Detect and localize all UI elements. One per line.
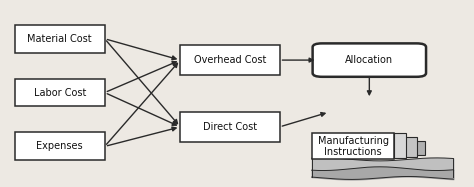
FancyBboxPatch shape xyxy=(180,45,280,75)
FancyBboxPatch shape xyxy=(394,133,406,158)
Text: Expenses: Expenses xyxy=(36,141,83,151)
Text: Overhead Cost: Overhead Cost xyxy=(194,55,266,65)
FancyBboxPatch shape xyxy=(15,132,105,160)
Text: Direct Cost: Direct Cost xyxy=(203,122,257,132)
FancyBboxPatch shape xyxy=(180,112,280,142)
FancyBboxPatch shape xyxy=(312,133,394,159)
Text: Manufacturing
Instructions: Manufacturing Instructions xyxy=(318,136,389,157)
FancyBboxPatch shape xyxy=(405,137,417,157)
FancyBboxPatch shape xyxy=(15,79,105,106)
Text: Material Cost: Material Cost xyxy=(27,34,92,44)
FancyBboxPatch shape xyxy=(313,43,426,77)
Text: Allocation: Allocation xyxy=(345,55,393,65)
FancyBboxPatch shape xyxy=(414,141,425,155)
Text: Labor Cost: Labor Cost xyxy=(34,88,86,98)
FancyBboxPatch shape xyxy=(15,25,105,53)
